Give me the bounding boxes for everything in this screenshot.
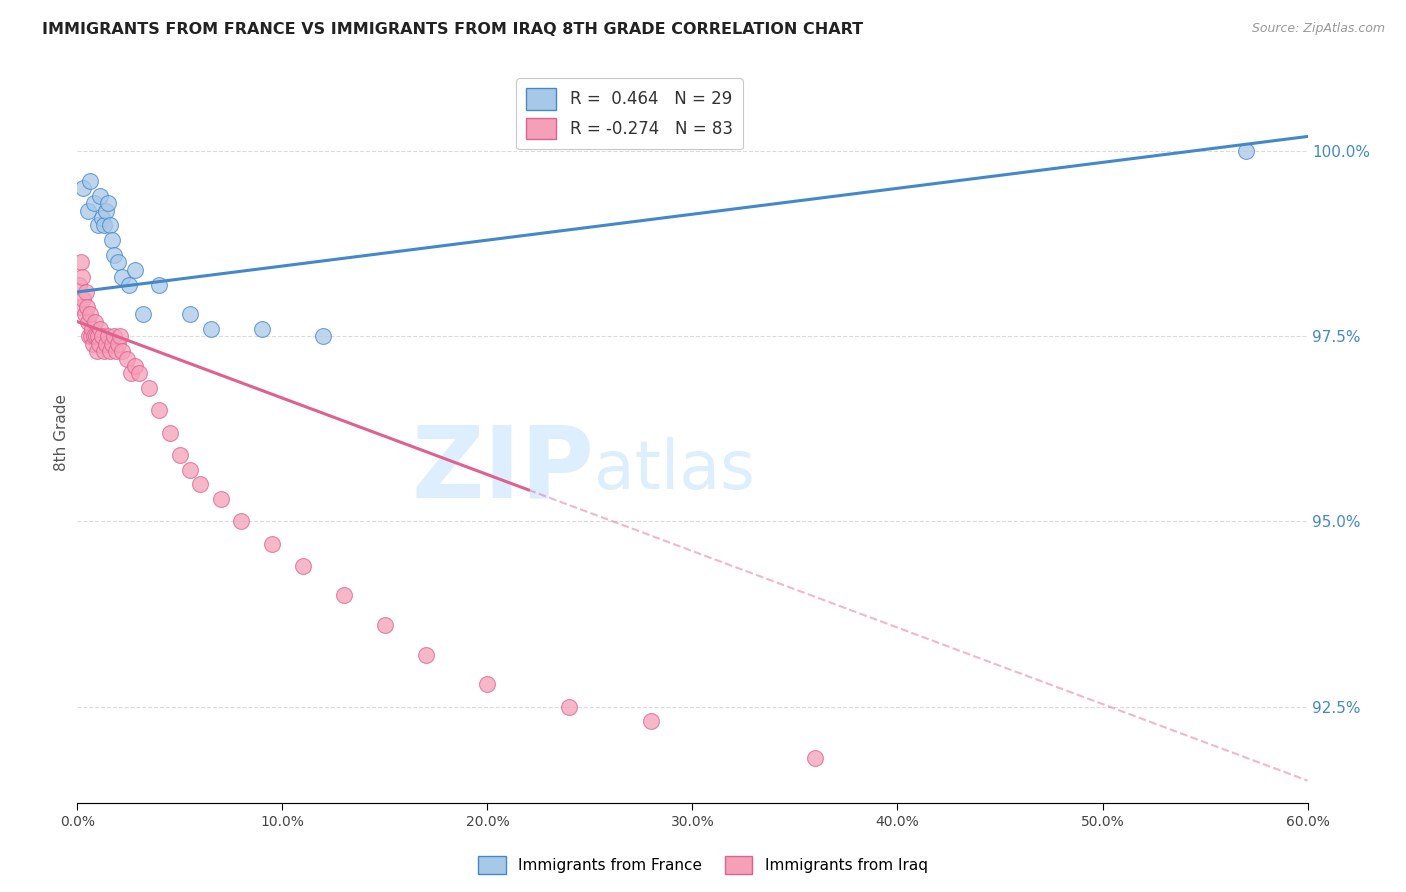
Point bbox=[159, 425, 181, 440]
Point bbox=[72, 181, 94, 195]
Point bbox=[148, 403, 170, 417]
Point bbox=[70, 255, 93, 269]
Point bbox=[107, 336, 129, 351]
Point bbox=[188, 477, 212, 491]
Point bbox=[90, 211, 114, 225]
Y-axis label: 8th Grade: 8th Grade bbox=[53, 394, 69, 471]
Point bbox=[107, 255, 129, 269]
Point bbox=[82, 336, 104, 351]
Point bbox=[105, 344, 128, 359]
Point bbox=[312, 329, 335, 343]
Point bbox=[179, 462, 201, 476]
Point bbox=[101, 336, 124, 351]
Point bbox=[73, 307, 96, 321]
Point bbox=[89, 188, 111, 202]
Point bbox=[80, 322, 103, 336]
Point bbox=[97, 196, 120, 211]
Point bbox=[83, 196, 105, 211]
Point bbox=[103, 248, 125, 262]
Point bbox=[558, 699, 581, 714]
Point bbox=[179, 307, 201, 321]
Text: ZIP: ZIP bbox=[411, 421, 595, 518]
Point bbox=[93, 219, 115, 233]
Point bbox=[148, 277, 170, 292]
Point bbox=[101, 233, 124, 247]
Point bbox=[103, 329, 125, 343]
Point bbox=[477, 677, 499, 691]
Point bbox=[374, 618, 396, 632]
Point bbox=[1234, 145, 1257, 159]
Point bbox=[76, 203, 98, 218]
Point bbox=[86, 344, 108, 359]
Point bbox=[87, 336, 110, 351]
Point bbox=[69, 300, 91, 314]
Point bbox=[76, 315, 98, 329]
Point bbox=[72, 293, 94, 307]
Text: IMMIGRANTS FROM FRANCE VS IMMIGRANTS FROM IRAQ 8TH GRADE CORRELATION CHART: IMMIGRANTS FROM FRANCE VS IMMIGRANTS FRO… bbox=[42, 22, 863, 37]
Point bbox=[115, 351, 138, 366]
Point bbox=[200, 322, 222, 336]
Point bbox=[415, 648, 437, 662]
Point bbox=[111, 270, 134, 285]
Point bbox=[124, 262, 146, 277]
Point bbox=[79, 329, 101, 343]
Point bbox=[84, 329, 107, 343]
Point bbox=[83, 315, 105, 329]
Point bbox=[75, 285, 97, 299]
Point bbox=[209, 492, 232, 507]
Point bbox=[94, 336, 117, 351]
Point bbox=[250, 322, 273, 336]
Point bbox=[111, 344, 134, 359]
Point bbox=[87, 219, 110, 233]
Point bbox=[77, 329, 100, 343]
Point bbox=[132, 307, 155, 321]
Point bbox=[120, 367, 142, 381]
Point bbox=[98, 344, 121, 359]
Point bbox=[231, 515, 253, 529]
Point bbox=[110, 329, 132, 343]
Point bbox=[640, 714, 662, 729]
Point bbox=[89, 322, 111, 336]
Point bbox=[90, 329, 114, 343]
Point bbox=[124, 359, 146, 373]
Point bbox=[72, 270, 94, 285]
Text: Source: ZipAtlas.com: Source: ZipAtlas.com bbox=[1251, 22, 1385, 36]
Text: atlas: atlas bbox=[595, 437, 755, 502]
Point bbox=[87, 329, 110, 343]
Point bbox=[67, 277, 90, 292]
Point bbox=[79, 307, 101, 321]
Point bbox=[93, 344, 115, 359]
Point bbox=[291, 558, 314, 573]
Point bbox=[128, 367, 150, 381]
Point bbox=[804, 751, 827, 765]
Point bbox=[262, 536, 284, 550]
Point bbox=[138, 381, 160, 395]
Point bbox=[98, 219, 121, 233]
Point bbox=[97, 329, 120, 343]
Point bbox=[76, 300, 98, 314]
Point bbox=[83, 329, 105, 343]
Point bbox=[169, 448, 191, 462]
Point bbox=[94, 203, 117, 218]
Point bbox=[117, 277, 139, 292]
Legend: R =  0.464   N = 29, R = -0.274   N = 83: R = 0.464 N = 29, R = -0.274 N = 83 bbox=[516, 78, 742, 149]
Point bbox=[333, 589, 356, 603]
Legend: Immigrants from France, Immigrants from Iraq: Immigrants from France, Immigrants from … bbox=[472, 850, 934, 880]
Point bbox=[79, 174, 101, 188]
